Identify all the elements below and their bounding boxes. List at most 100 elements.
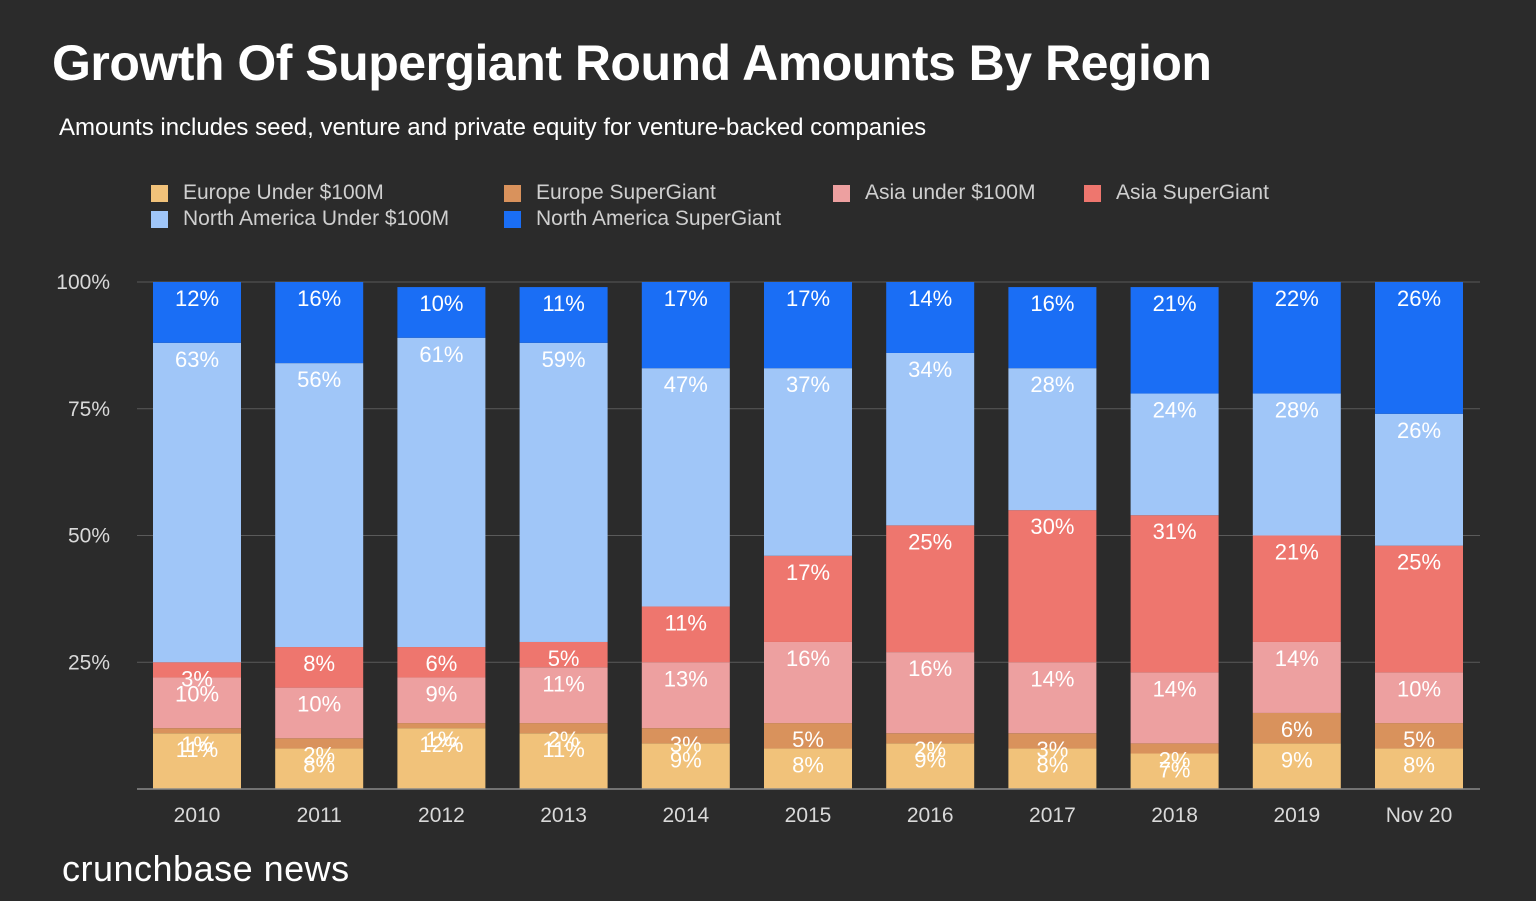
data-label: 17% xyxy=(786,560,830,585)
data-label: 11% xyxy=(542,671,584,696)
data-label: 8% xyxy=(303,651,335,676)
data-label: 12% xyxy=(419,732,463,757)
bar-segment xyxy=(519,342,608,642)
data-label: 3% xyxy=(181,666,213,691)
bar-segment xyxy=(641,728,730,744)
data-label: 10% xyxy=(175,681,219,706)
bar-segment xyxy=(1130,672,1219,744)
data-label: 21% xyxy=(1275,540,1319,565)
bar-segment xyxy=(519,733,608,789)
bar-segment xyxy=(764,368,852,556)
data-label: 5% xyxy=(548,646,580,671)
data-label: 63% xyxy=(175,347,219,372)
bar-segment xyxy=(1008,733,1097,749)
x-tick-label: 2010 xyxy=(174,804,221,827)
bar-segment xyxy=(886,652,975,734)
data-label: 22% xyxy=(1275,286,1319,311)
data-label: 11% xyxy=(176,737,218,762)
bar-segment xyxy=(1130,393,1219,516)
bar-segment xyxy=(1008,662,1097,734)
data-label: 9% xyxy=(426,681,458,706)
bar-segment xyxy=(519,641,608,668)
data-label: 37% xyxy=(786,372,830,397)
bar-segment xyxy=(153,342,241,663)
data-label: 26% xyxy=(1397,418,1441,443)
data-label: 11% xyxy=(542,291,584,316)
legend-label: North America Under $100M xyxy=(183,207,450,230)
legend-item: Asia under $100M xyxy=(833,181,1035,205)
data-label: 13% xyxy=(664,666,708,691)
legend-item: Europe Under $100M xyxy=(151,181,384,205)
x-tick-label: 2011 xyxy=(297,804,342,827)
bar-segment xyxy=(275,738,364,749)
bar-segment xyxy=(886,733,975,744)
bar-segment xyxy=(1375,723,1463,749)
data-label: 61% xyxy=(419,342,463,367)
bar-segment xyxy=(1375,413,1463,546)
bar-segment xyxy=(641,606,730,663)
legend-label: North America SuperGiant xyxy=(536,207,782,230)
data-label: 17% xyxy=(664,286,708,311)
y-tick-label: 100% xyxy=(56,271,110,294)
legend-item: North America Under $100M xyxy=(151,207,449,231)
bar-segment xyxy=(1375,545,1463,673)
data-label: 34% xyxy=(908,357,952,382)
bar-segment xyxy=(275,647,364,688)
data-label: 2% xyxy=(914,737,946,762)
data-label: 24% xyxy=(1153,398,1197,423)
bar-segment xyxy=(397,287,486,338)
bar-segment xyxy=(886,282,975,353)
bar-segment xyxy=(764,748,852,789)
y-tick-label: 25% xyxy=(68,651,110,674)
data-label: 14% xyxy=(1030,666,1074,691)
bar-segment xyxy=(397,677,486,724)
legend-item: North America SuperGiant xyxy=(504,207,781,231)
legend-swatch xyxy=(504,210,521,228)
legend-label: Europe Under $100M xyxy=(183,181,384,204)
bar-segment xyxy=(153,677,241,729)
data-label: 5% xyxy=(792,727,824,752)
bar-segment xyxy=(1375,748,1463,789)
y-tick-label: 50% xyxy=(68,525,110,548)
bar-segment xyxy=(1008,510,1097,663)
data-label: 14% xyxy=(1275,646,1319,671)
bar-segment xyxy=(397,723,486,729)
data-label: 1% xyxy=(181,732,213,757)
legend-label: Asia SuperGiant xyxy=(1116,181,1269,204)
x-tick-label: 2013 xyxy=(540,804,587,827)
data-label: 2% xyxy=(548,727,580,752)
bar-segment xyxy=(275,748,364,789)
bar-segment xyxy=(641,282,730,369)
bar-segment xyxy=(886,352,975,526)
data-label: 59% xyxy=(542,347,586,372)
bar-segment xyxy=(519,667,608,724)
bar-segment xyxy=(153,728,241,734)
bar-segment xyxy=(519,287,608,343)
data-label: 56% xyxy=(297,367,341,392)
data-label: 12% xyxy=(175,286,219,311)
bar-segment xyxy=(1130,287,1219,394)
data-label: 8% xyxy=(1037,752,1069,777)
bar-segment xyxy=(1008,748,1097,789)
data-label: 16% xyxy=(908,656,952,681)
bar-segment xyxy=(641,743,730,789)
data-label: 16% xyxy=(786,646,830,671)
bar-segment xyxy=(1130,515,1219,673)
data-label: 6% xyxy=(1281,717,1313,742)
legend-item: Asia SuperGiant xyxy=(1084,181,1269,205)
x-tick-label: Nov 20 xyxy=(1386,804,1453,827)
bar-segment xyxy=(1130,753,1219,789)
bar-segment xyxy=(397,728,486,789)
data-label: 1% xyxy=(426,727,458,752)
data-label: 3% xyxy=(1037,737,1069,762)
x-tick-label: 2017 xyxy=(1029,804,1076,827)
bar-segment xyxy=(886,525,975,653)
bar-segment xyxy=(1252,282,1341,394)
data-label: 9% xyxy=(1281,747,1313,772)
bar-segment xyxy=(1130,743,1219,754)
bar-segment xyxy=(275,363,364,648)
data-label: 30% xyxy=(1030,514,1074,539)
data-label: 26% xyxy=(1397,286,1441,311)
data-label: 28% xyxy=(1275,398,1319,423)
